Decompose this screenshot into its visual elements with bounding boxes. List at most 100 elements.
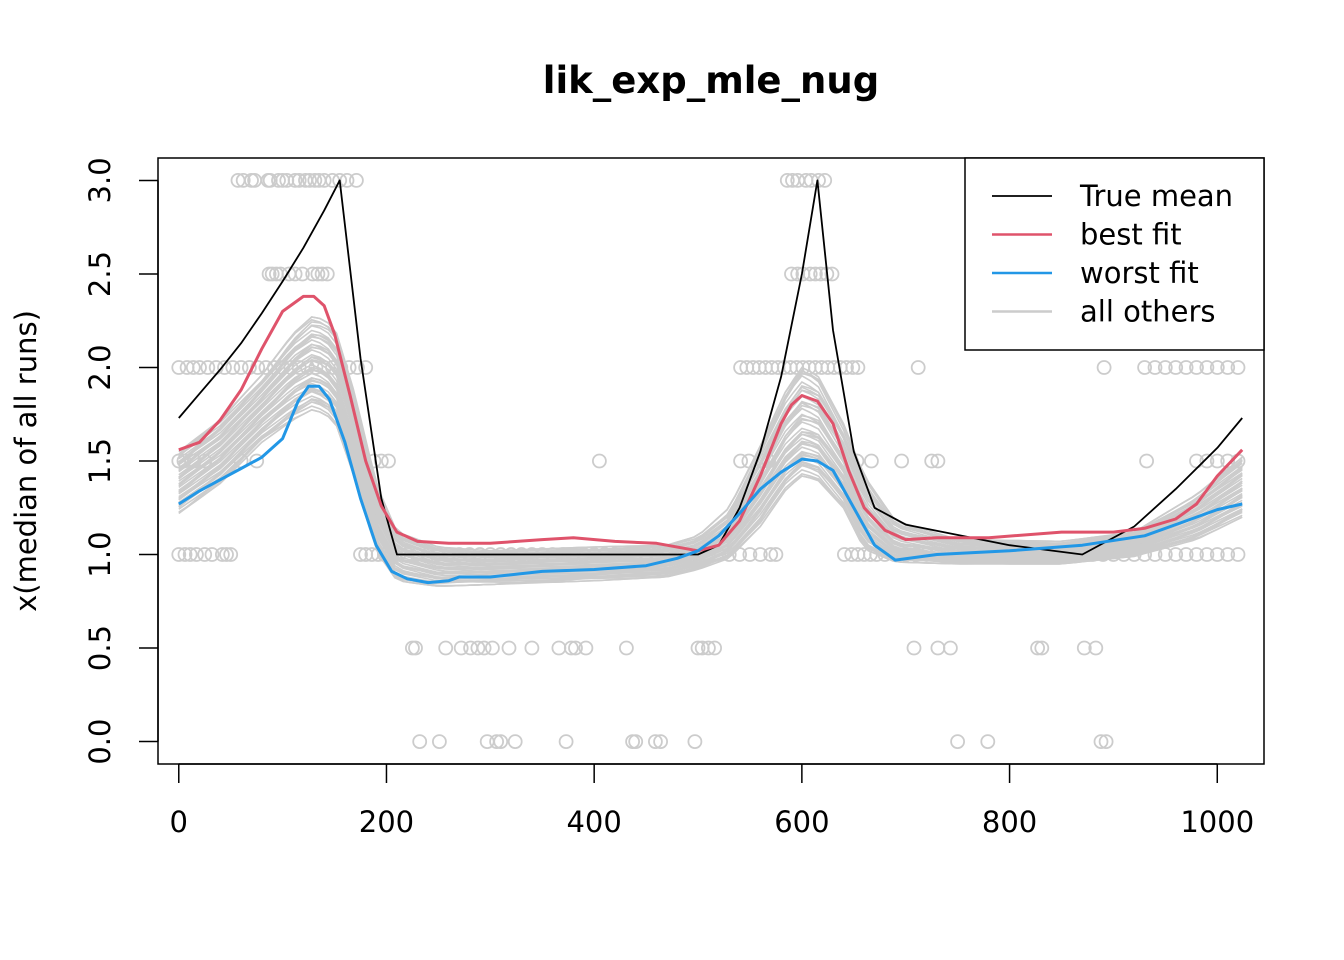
data-point <box>1168 547 1184 562</box>
y-tick-label: 2.0 <box>83 344 117 390</box>
data-point <box>653 734 668 749</box>
legend-label-true-mean: True mean <box>1079 179 1233 213</box>
data-point <box>489 734 505 749</box>
data-point <box>287 172 303 188</box>
data-point <box>981 547 997 562</box>
data-point <box>358 360 374 375</box>
legend-label-best-fit: best fit <box>1080 218 1182 252</box>
data-point <box>1030 640 1045 656</box>
y-tick-label: 1.0 <box>83 531 117 577</box>
legend: True mean best fit worst fit all others <box>964 157 1265 351</box>
data-point <box>1137 360 1152 375</box>
data-point <box>408 640 423 656</box>
data-point <box>524 640 540 656</box>
data-point <box>950 734 965 749</box>
data-point <box>287 266 303 282</box>
data-point <box>592 453 607 469</box>
series-lines-layer <box>177 179 1244 585</box>
data-point <box>924 453 940 469</box>
data-point <box>732 547 747 562</box>
data-point <box>204 547 220 562</box>
legend-label-worst-fit: worst fit <box>1080 256 1199 290</box>
y-axis-label: x(median of all runs) <box>9 310 43 612</box>
data-point <box>493 734 509 749</box>
data-point <box>930 640 946 656</box>
data-point <box>864 453 879 469</box>
data-point <box>768 547 784 562</box>
data-point <box>690 640 706 656</box>
data-point <box>1178 360 1194 375</box>
y-tick-label: 1.5 <box>83 438 117 484</box>
data-point <box>300 360 315 375</box>
data-point <box>1189 360 1204 375</box>
data-point <box>558 734 574 749</box>
data-point <box>404 640 420 656</box>
data-point <box>1093 734 1109 749</box>
data-point <box>275 360 291 375</box>
data-point <box>1076 640 1092 656</box>
x-tick-label: 400 <box>566 805 621 839</box>
data-point <box>302 172 318 188</box>
data-point <box>1096 360 1112 375</box>
data-point <box>176 453 192 469</box>
data-point <box>197 453 213 469</box>
data-point <box>906 640 922 656</box>
data-point <box>316 360 332 375</box>
data-point <box>1126 547 1142 562</box>
data-point <box>373 453 389 469</box>
legend-box <box>964 157 1265 351</box>
data-point <box>171 547 187 562</box>
data-point <box>551 640 567 656</box>
chart-title: lik_exp_mle_nug <box>543 59 879 102</box>
data-point <box>258 360 274 375</box>
data-point <box>711 547 727 562</box>
data-point <box>898 547 914 562</box>
data-point <box>802 266 818 282</box>
data-point <box>779 172 795 188</box>
data-point <box>1209 453 1225 469</box>
data-point <box>971 547 986 562</box>
data-point <box>217 360 232 375</box>
data-point <box>325 360 340 375</box>
data-point <box>578 640 594 656</box>
data-point <box>501 640 517 656</box>
data-point <box>319 266 335 282</box>
data-point <box>271 172 286 188</box>
y-tick-label: 2.5 <box>83 251 117 297</box>
data-point <box>1002 547 1017 562</box>
data-point <box>476 640 492 656</box>
data-point <box>507 734 523 749</box>
data-point <box>908 547 924 562</box>
data-point <box>742 547 758 562</box>
data-point <box>687 734 703 749</box>
data-point <box>244 172 259 188</box>
data-point <box>1209 547 1225 562</box>
data-point <box>266 360 282 375</box>
data-point <box>894 453 909 469</box>
data-point <box>849 453 865 469</box>
others-line <box>178 316 1243 554</box>
data-point <box>353 547 368 562</box>
data-point <box>1012 547 1028 562</box>
data-point <box>1116 547 1132 562</box>
data-point <box>628 734 644 749</box>
data-point <box>1209 360 1225 375</box>
data-point <box>1098 734 1114 749</box>
data-point <box>850 360 866 375</box>
data-point <box>188 547 204 562</box>
data-point <box>845 360 861 375</box>
data-point <box>470 640 486 656</box>
x-tick-label: 0 <box>170 805 188 839</box>
x-tick-label: 200 <box>359 805 414 839</box>
data-point <box>1220 360 1236 375</box>
data-point <box>1088 640 1104 656</box>
data-point <box>214 547 230 562</box>
data-point <box>625 734 640 749</box>
x-tick-label: 800 <box>982 805 1037 839</box>
data-point <box>877 547 893 562</box>
legend-entries: True mean best fit worst fit all others <box>992 179 1233 329</box>
data-point <box>991 547 1007 562</box>
data-point <box>381 453 396 469</box>
data-point <box>316 172 332 188</box>
